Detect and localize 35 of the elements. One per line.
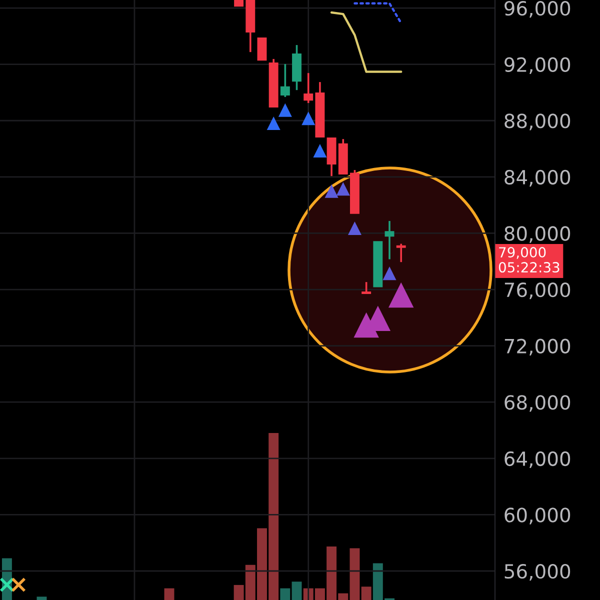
y-tick-label: 64,000 — [504, 451, 570, 468]
bar — [280, 588, 290, 600]
point — [302, 112, 316, 126]
bar — [36, 596, 47, 600]
y-tick-label: 56,000 — [504, 564, 570, 581]
point — [313, 144, 327, 158]
bar — [164, 588, 174, 600]
candlestick — [280, 63, 290, 98]
candlestick — [304, 72, 314, 104]
y-tick-label: 72,000 — [504, 338, 570, 356]
point — [348, 222, 362, 236]
point — [388, 282, 414, 308]
y-tick-label: 96,000 — [504, 0, 570, 18]
candlestick — [384, 220, 394, 260]
point — [266, 116, 280, 130]
y-tick-label: 92,000 — [504, 57, 570, 74]
candlestick — [396, 242, 406, 263]
y-tick-label: 60,000 — [504, 508, 570, 524]
point — [278, 103, 292, 117]
y-tick-label: 80,000 — [504, 226, 570, 243]
point — [324, 184, 338, 198]
point — [382, 266, 396, 280]
y-tick-label: 88,000 — [504, 114, 570, 130]
point — [336, 182, 350, 196]
bar — [292, 582, 302, 600]
y-tick-label: 68,000 — [504, 395, 570, 412]
line-series — [330, 11, 402, 73]
point — [0, 577, 14, 592]
text: 79,000 05:22:33 — [498, 247, 560, 273]
y-tick-label: 84,000 — [504, 170, 570, 187]
y-tick-label: 76,000 — [504, 282, 570, 300]
candlestick — [257, 37, 267, 61]
candlestick — [362, 281, 372, 294]
point — [11, 577, 26, 592]
bar — [361, 586, 372, 600]
